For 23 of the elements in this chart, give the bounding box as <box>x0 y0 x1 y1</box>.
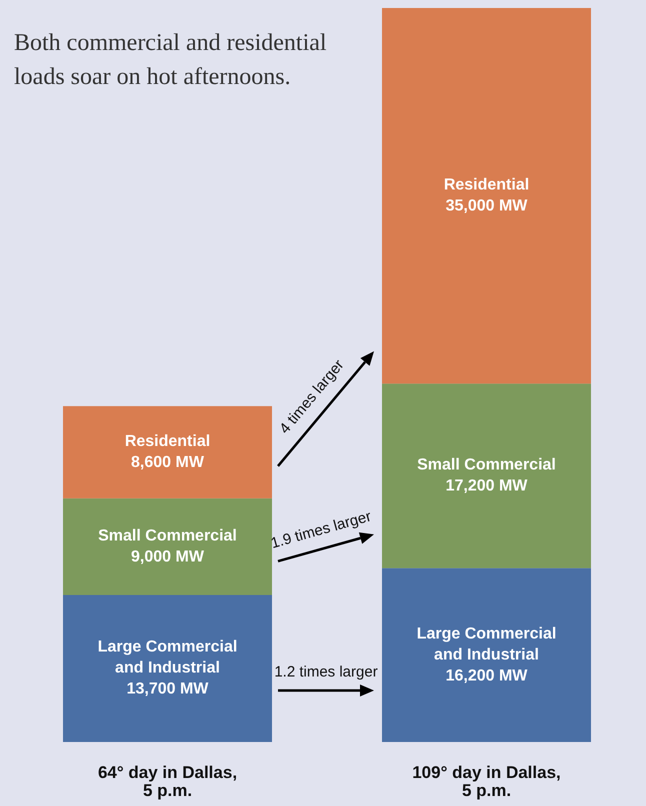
series-label: Large Commercial and Industrial <box>98 638 238 677</box>
bar <box>63 498 272 595</box>
series-label: Residential <box>124 432 210 450</box>
text: Large Commercial and Industrial <box>416 625 556 664</box>
bar <box>382 568 591 742</box>
bar <box>63 406 272 498</box>
data-label: 8,600 MW <box>131 454 205 471</box>
bar <box>63 594 272 742</box>
text: Small Commercial <box>417 456 556 474</box>
x-tick-label: 64° day in Dallas, 5 p.m. <box>98 763 238 800</box>
data-label: 16,200 MW <box>446 667 528 684</box>
series-label: Small Commercial <box>98 527 237 544</box>
text: Residential <box>444 176 530 194</box>
data-label: 17,200 MW <box>446 478 528 495</box>
data-label: 13,700 MW <box>126 680 210 698</box>
data-label: 35,000 MW <box>446 198 528 215</box>
data-label: 9,000 MW <box>131 548 205 566</box>
bar <box>382 384 591 568</box>
bar <box>382 8 591 384</box>
x-tick-label: 109° day in Dallas, 5 p.m. <box>412 763 561 800</box>
annotation: 1.9 times larger <box>268 508 374 552</box>
annotation: 1.2 times larger <box>274 664 378 681</box>
text: Both commercial and residential loads soar on hot afternoons. <box>14 29 328 92</box>
